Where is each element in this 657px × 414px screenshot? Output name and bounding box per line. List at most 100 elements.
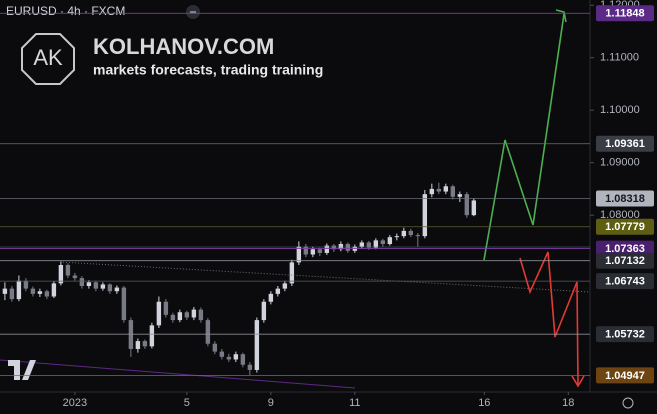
candle-body (30, 288, 36, 294)
x-tick-label: 9 (268, 397, 274, 409)
candle-body (289, 262, 295, 284)
candle-body (149, 325, 155, 347)
price-level-label: 1.05732 (605, 329, 645, 341)
candle-body (121, 287, 127, 321)
price-level-box (596, 252, 654, 269)
candle-body (296, 246, 302, 263)
price-level-box (596, 367, 654, 384)
x-tick-label: 18 (562, 397, 574, 409)
price-level-label: 1.09361 (605, 138, 645, 150)
y-tick-label: 1.08000 (600, 209, 640, 221)
candle-body (331, 245, 337, 250)
candle-body (247, 364, 253, 370)
candle-body (58, 265, 64, 284)
candle-body (156, 301, 162, 326)
candle-body (317, 249, 323, 253)
candle-body (324, 245, 330, 253)
candle-body (44, 291, 50, 297)
logo-text: AK (33, 45, 63, 70)
candle-body (226, 356, 232, 360)
forecast-down-arrow (571, 375, 585, 388)
forecast-down (519, 251, 579, 386)
y-tick-label: 1.09000 (600, 157, 640, 169)
price-level-label: 1.07779 (605, 221, 645, 233)
y-tick-label: 1.10000 (600, 104, 640, 116)
y-tick-label: 1.11000 (600, 52, 639, 64)
candle-body (219, 351, 225, 357)
candle-body (170, 314, 176, 321)
candle-body (93, 282, 99, 289)
candle-body (198, 309, 204, 321)
candle-body (114, 287, 120, 292)
candle-body (422, 194, 428, 237)
candle-body (338, 244, 344, 250)
candle-body (401, 230, 407, 237)
price-level-box (596, 190, 654, 207)
candle-body (9, 288, 15, 300)
candle-body (310, 249, 316, 255)
price-level-box (596, 240, 654, 257)
candle-body (23, 280, 29, 289)
watermark-title: KOLHANOV.COM (93, 34, 274, 59)
candle-body (303, 246, 309, 255)
x-tick-label: 2023 (63, 397, 87, 409)
candle-body (100, 284, 106, 289)
price-level-label: 1.07363 (605, 243, 645, 255)
candle-body (471, 200, 477, 216)
trend-line (0, 359, 356, 389)
candle-body (345, 244, 351, 251)
price-level-label: 1.08318 (605, 193, 645, 205)
forecast-up-arrow (555, 9, 567, 23)
candle-body (37, 291, 43, 294)
symbol-title: EURUSD · 4h · FXCM (6, 4, 125, 18)
settings-icon[interactable] (622, 397, 634, 409)
candle-body (366, 242, 372, 248)
candle-body (436, 188, 442, 192)
candle-body (443, 186, 449, 192)
candle-body (86, 282, 92, 286)
x-tick-label: 16 (478, 397, 490, 409)
candle-body (429, 188, 435, 195)
price-level-label: 1.04947 (605, 370, 645, 382)
logo-frame (21, 33, 75, 85)
candle-body (464, 194, 470, 216)
candle-body (205, 320, 211, 344)
price-level-label: 1.11848 (605, 8, 644, 20)
candle-body (107, 284, 113, 292)
candle-body (415, 235, 421, 237)
candle-body (184, 312, 190, 318)
candle-body (359, 242, 365, 247)
candle-body (394, 236, 400, 238)
watermark-subtitle: markets forecasts, trading training (93, 62, 323, 78)
candle-body (16, 280, 22, 300)
candle-body (457, 194, 463, 197)
candle-body (65, 265, 71, 276)
candle-body (191, 309, 197, 318)
x-tick-label: 5 (184, 397, 190, 409)
candle-body (261, 301, 267, 321)
price-level-box (596, 135, 654, 152)
candle-body (163, 301, 169, 315)
candle-body (450, 186, 456, 197)
candle-body (282, 283, 288, 289)
candle-body (387, 237, 393, 245)
candle-body (373, 240, 379, 248)
candle-body (240, 354, 246, 365)
candle-body (142, 341, 148, 347)
price-level-box (596, 218, 654, 235)
candle-body (2, 288, 8, 294)
forecast-up (483, 13, 565, 261)
candle-body (72, 275, 78, 279)
candle-body (233, 354, 239, 360)
candle-body (135, 341, 141, 349)
x-tick-label: 11 (349, 397, 360, 409)
candle-body (79, 278, 85, 286)
price-level-label: 1.06743 (605, 276, 645, 288)
candle-body (254, 320, 260, 370)
candle-body (212, 343, 218, 352)
candle-body (275, 288, 281, 294)
price-level-box (596, 5, 654, 22)
